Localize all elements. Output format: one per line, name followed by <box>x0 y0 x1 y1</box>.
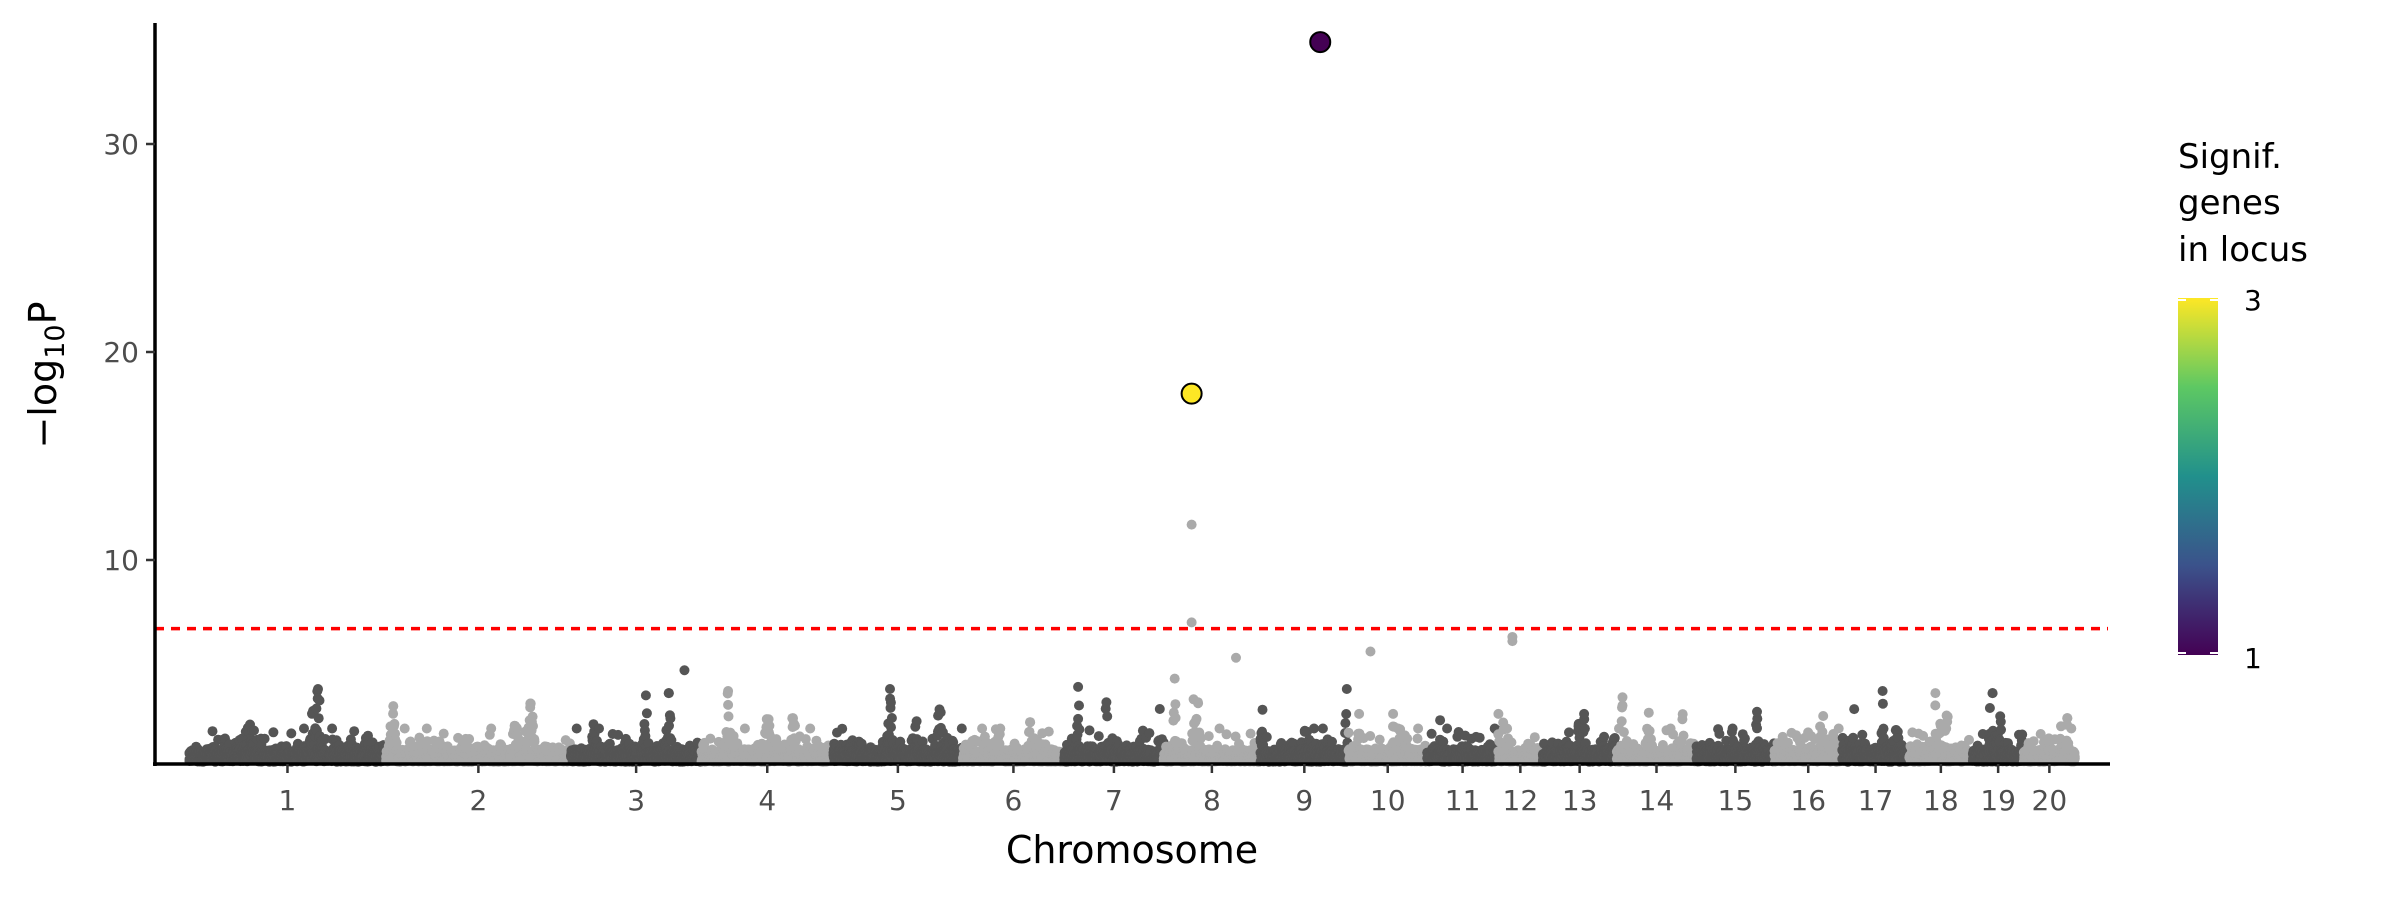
snp-point <box>349 726 360 737</box>
snp-point <box>1084 725 1095 736</box>
snp-point <box>571 723 582 734</box>
snp-point <box>1144 728 1155 739</box>
snp-point <box>1101 697 1112 708</box>
snp-point <box>640 690 651 701</box>
snp-point <box>663 688 674 699</box>
snp-point <box>911 716 922 727</box>
snp-point <box>935 707 946 718</box>
snp-point <box>805 723 816 734</box>
snp-point <box>1074 700 1084 711</box>
snp-point <box>1074 724 1085 735</box>
snp-point <box>837 723 848 734</box>
snp-point <box>313 713 324 724</box>
snp-point <box>1043 726 1054 737</box>
snp-point <box>314 695 325 706</box>
snp-point <box>268 727 279 738</box>
snp-point <box>438 728 449 739</box>
snp-point <box>299 723 309 734</box>
snp-point <box>249 725 259 736</box>
snp-point <box>1170 712 1181 723</box>
snp-point <box>1102 711 1113 722</box>
snp-point <box>525 698 536 709</box>
snp-point <box>1317 723 1328 734</box>
snp-point <box>464 734 475 744</box>
snp-point <box>259 733 270 744</box>
snp-point <box>665 713 676 724</box>
snp-point <box>286 728 297 739</box>
snp-point <box>1193 698 1204 709</box>
snp-point <box>527 711 538 722</box>
snp-point <box>1309 723 1319 734</box>
snp-point <box>885 684 895 694</box>
snp-point <box>1169 673 1180 684</box>
snp-point <box>995 723 1006 734</box>
snp-point <box>399 723 410 734</box>
snp-point <box>388 708 399 719</box>
snp-point <box>311 703 322 714</box>
snp-point <box>1257 704 1268 715</box>
snp-point <box>790 720 800 731</box>
snp-point <box>453 732 464 743</box>
snp-point <box>764 720 775 731</box>
snp-point <box>723 711 734 722</box>
snp-point <box>886 722 896 733</box>
snp-point <box>723 686 734 696</box>
snp-point <box>885 697 896 708</box>
snp-point <box>486 723 497 734</box>
snp-point <box>207 726 218 737</box>
snp-point <box>1073 713 1084 724</box>
snp-point <box>528 721 538 731</box>
snp-point <box>1154 704 1165 714</box>
snp-point <box>1203 731 1214 742</box>
snp-point <box>739 723 750 734</box>
snp-point <box>1261 732 1272 742</box>
snp-point <box>1025 717 1036 728</box>
snp-point <box>389 718 400 729</box>
snp-point <box>956 723 967 734</box>
snp-point <box>641 708 652 719</box>
snp-point <box>320 734 331 744</box>
snp-point <box>327 723 338 734</box>
snp-point <box>388 701 399 712</box>
snp-point <box>313 684 323 694</box>
snp-point <box>1073 681 1084 692</box>
snp-point <box>886 713 897 723</box>
snp-point <box>1221 729 1232 740</box>
snp-point <box>723 699 734 710</box>
snp-point <box>1093 731 1104 742</box>
snp-point <box>1191 713 1202 724</box>
snp-point <box>1245 728 1256 739</box>
snp-point <box>594 723 604 734</box>
snp-point <box>1170 699 1181 710</box>
snp-point <box>421 723 432 734</box>
data-points <box>184 519 2080 767</box>
